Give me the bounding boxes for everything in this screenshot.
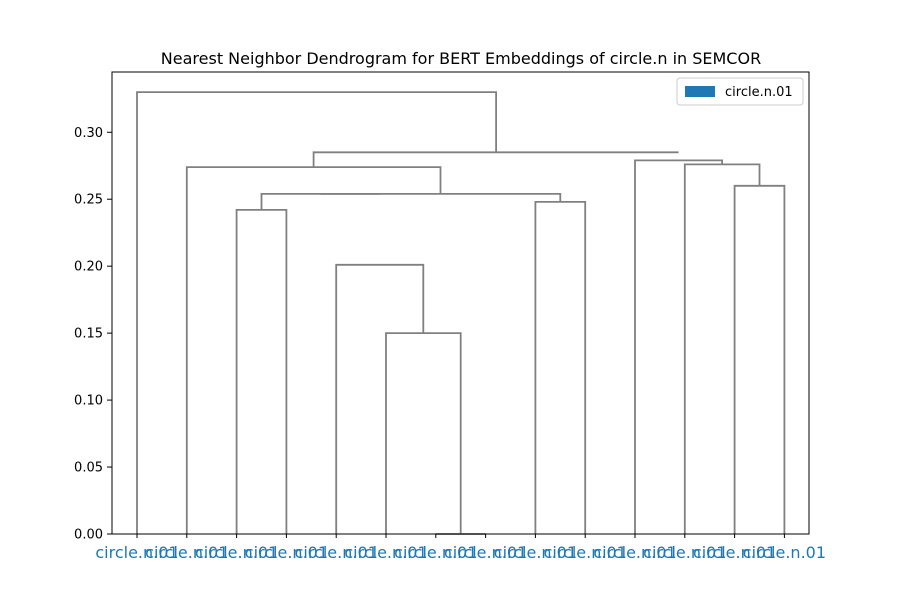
- dendrogram-link: [320, 192, 562, 202]
- legend-swatch: [685, 86, 715, 97]
- leaf-label: circle.n.01: [544, 543, 627, 562]
- leaf-label: circle.n.01: [344, 543, 427, 562]
- leaf-label: circle.n.01: [145, 543, 228, 562]
- chart-title: Nearest Neighbor Dendrogram for BERT Emb…: [161, 49, 761, 68]
- dendrogram-link: [136, 91, 498, 534]
- leaf-label: circle.n.01: [743, 543, 826, 562]
- leaf-label: circle.n.01: [245, 543, 328, 562]
- y-tick-label: 0.25: [74, 193, 103, 208]
- leaf-label: circle.n.01: [643, 543, 726, 562]
- y-tick-label: 0.20: [74, 260, 103, 275]
- y-tick-label: 0.00: [74, 528, 103, 543]
- dendrogram-link: [335, 263, 425, 534]
- plot-frame: [111, 71, 810, 535]
- leaf-labels: circle.n.01circle.n.01circle.n.01circle.…: [95, 534, 826, 562]
- y-axis: 0.00 0.05 0.10 0.15 0.20 0.25 0.30: [74, 126, 112, 543]
- y-tick-label: 0.30: [74, 126, 103, 141]
- dendrogram-links: [136, 91, 786, 535]
- leaf-label: circle.n.01: [195, 543, 278, 562]
- leaf-label: circle.n.01: [295, 543, 378, 562]
- leaf-label: circle.n.01: [394, 543, 477, 562]
- leaf-label: circle.n.01: [95, 543, 178, 562]
- legend: circle.n.01: [676, 77, 804, 106]
- y-tick-label: 0.15: [74, 327, 103, 342]
- dendrogram-link: [312, 151, 679, 168]
- legend-box: [676, 77, 804, 106]
- y-tick-label: 0.05: [74, 461, 103, 476]
- dendrogram-link: [634, 159, 723, 534]
- leaf-label: circle.n.01: [494, 543, 577, 562]
- leaf-label: circle.n.01: [444, 543, 527, 562]
- y-tick-label: 0.10: [74, 394, 103, 409]
- legend-label: circle.n.01: [725, 85, 793, 100]
- leaf-label: circle.n.01: [593, 543, 676, 562]
- leaf-label: circle.n.01: [693, 543, 776, 562]
